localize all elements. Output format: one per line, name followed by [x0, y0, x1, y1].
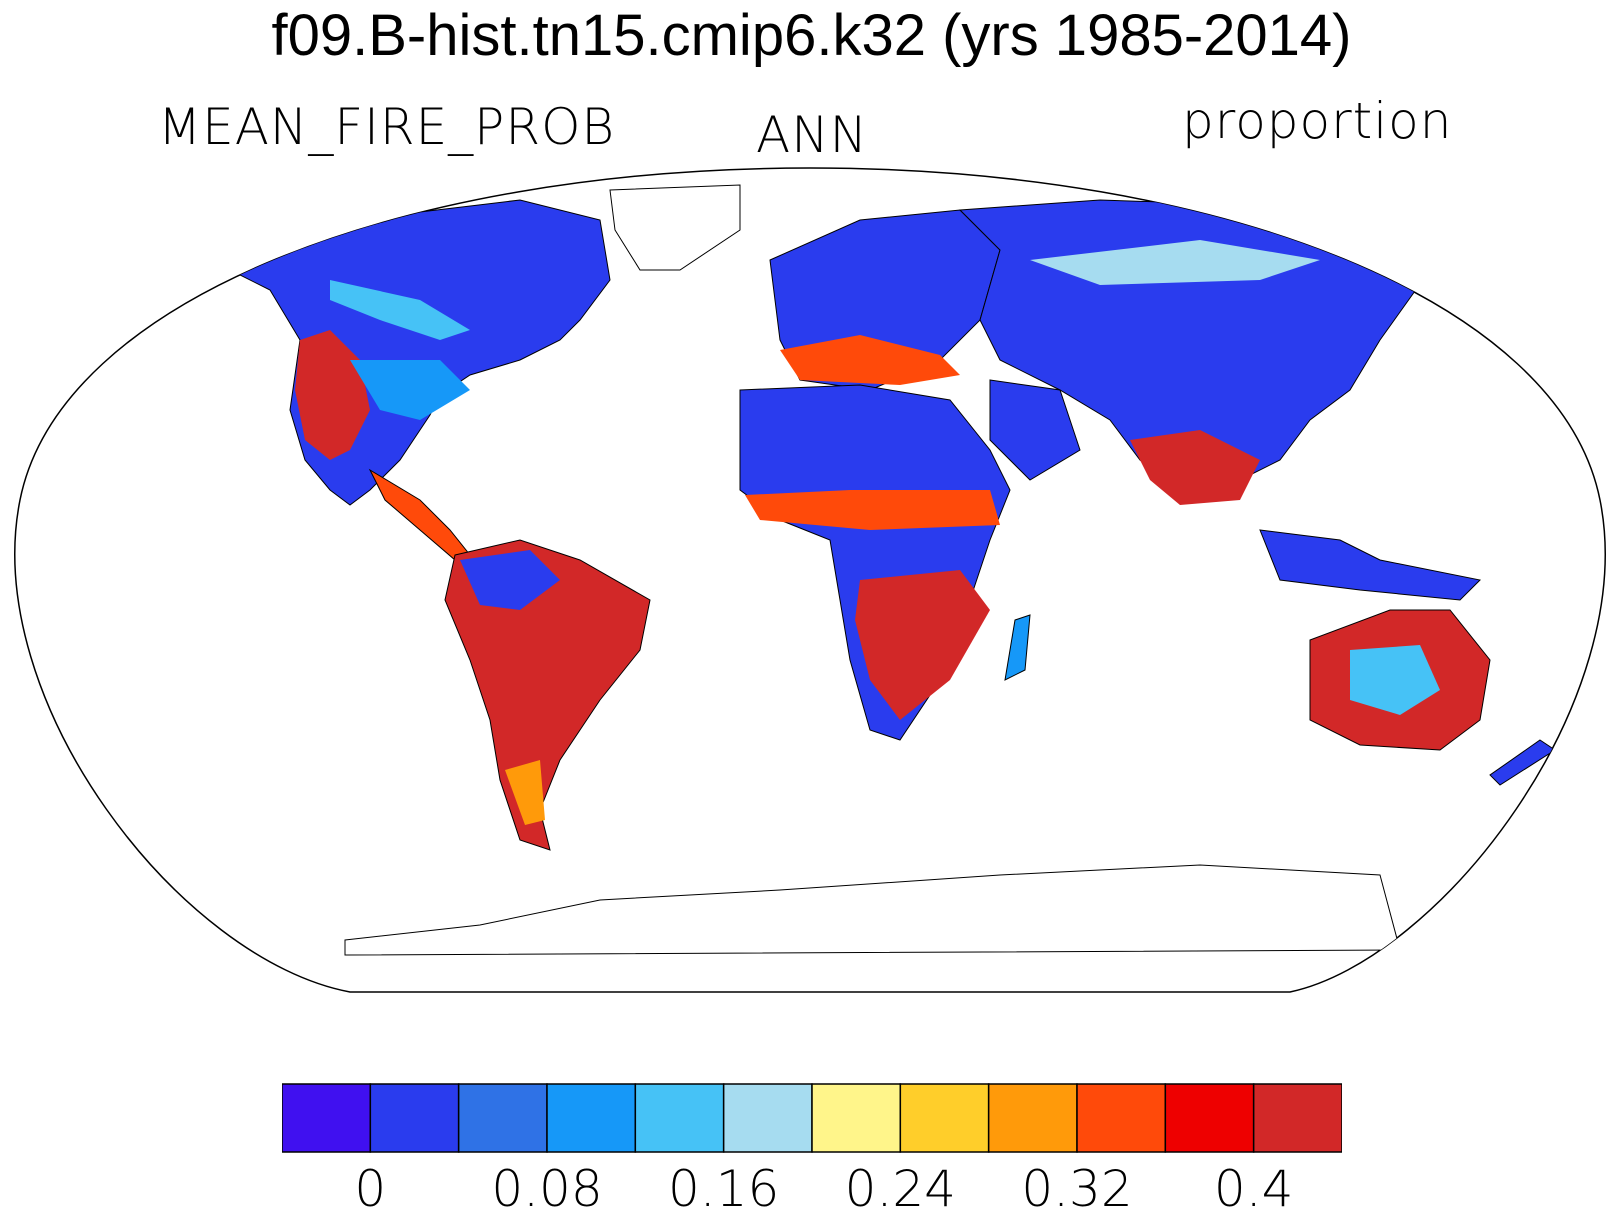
colorbar-box-8	[987, 1083, 1078, 1153]
season-label: ANN	[756, 106, 869, 164]
south-america-south	[505, 760, 545, 825]
colorbar-box-3	[546, 1083, 637, 1153]
colorbar-tick-label: 0.4	[1213, 1160, 1294, 1218]
variable-name-label: MEAN_FIRE_PROB	[158, 98, 616, 156]
colorbar-tick-label: 0.16	[667, 1160, 780, 1218]
arabia-landmass	[989, 379, 1081, 481]
north-america-fire-west	[295, 330, 370, 460]
colorbar-box-2	[457, 1083, 548, 1153]
new-zealand-landmass	[1489, 739, 1556, 786]
maritime-continent	[1259, 529, 1482, 601]
south-asia-fire	[1130, 430, 1260, 505]
units-label: proportion	[1182, 92, 1453, 150]
colorbar	[282, 1083, 1342, 1153]
sahel-fire-belt	[745, 490, 1000, 530]
asia-boreal-streak	[1030, 240, 1320, 285]
world-map	[14, 167, 1606, 993]
colorbar-box-4	[634, 1083, 725, 1153]
colorbar-box-5	[722, 1083, 813, 1153]
madagascar-landmass	[1004, 614, 1031, 681]
colorbar-box-6	[811, 1083, 902, 1153]
colorbar-tick-label: 0	[354, 1160, 387, 1218]
north-america-fire-boreal	[330, 280, 470, 340]
colorbar-box-7	[899, 1083, 990, 1153]
australia-interior	[1350, 645, 1440, 715]
colorbar-box-1	[369, 1083, 460, 1153]
plot-title: f09.B-hist.tn15.cmip6.k32 (yrs 1985-2014…	[271, 3, 1352, 68]
colorbar-tick-label: 0.24	[844, 1160, 956, 1218]
antarctica-outline	[344, 864, 1401, 956]
colorbar-box-9	[1076, 1083, 1167, 1153]
south-america-amazon	[460, 550, 560, 610]
greenland-landmass	[609, 184, 741, 271]
colorbar-box-11	[1252, 1083, 1342, 1153]
colorbar-box-0	[282, 1083, 372, 1153]
colorbar-box-10	[1164, 1083, 1255, 1153]
colorbar-tick-label: 0.32	[1021, 1160, 1133, 1218]
mediterranean-fire	[780, 335, 960, 385]
north-america-mid	[350, 360, 470, 420]
colorbar-tick-label: 0.08	[491, 1160, 603, 1218]
southern-africa-fire	[855, 570, 990, 720]
